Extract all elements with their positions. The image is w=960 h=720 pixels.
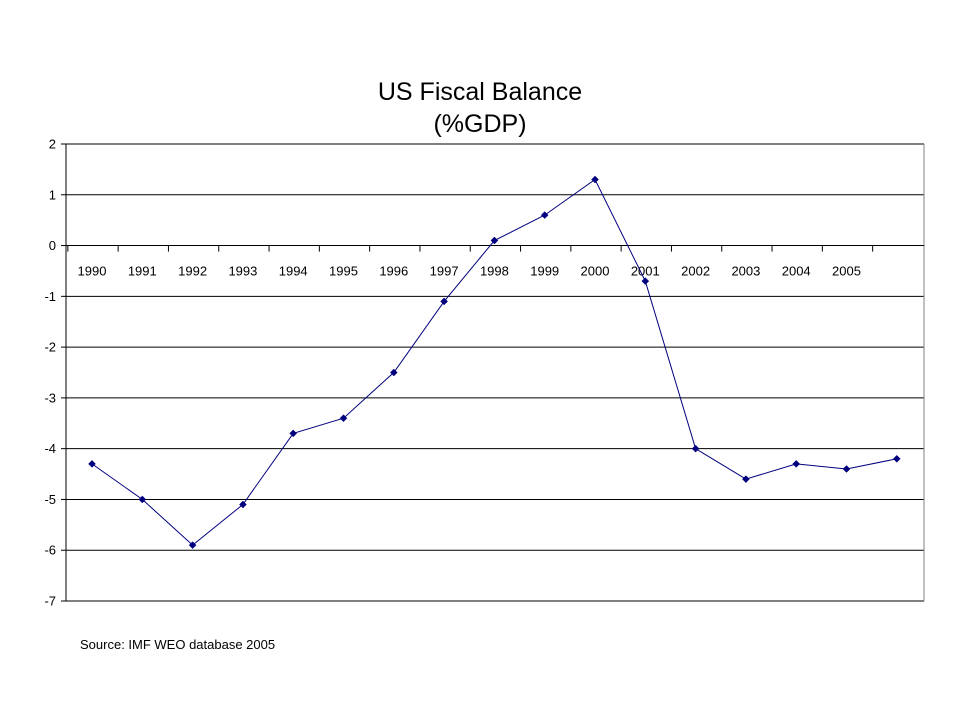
data-point-marker bbox=[591, 175, 599, 184]
data-point-marker bbox=[339, 414, 348, 423]
x-axis-tick-labels: 1990 1991 1992 1993 1994 1995 1996 1997 1998 1999… bbox=[78, 264, 861, 279]
data-point-marker bbox=[188, 541, 197, 549]
y-tick-label: -2 bbox=[44, 340, 56, 355]
x-tick-label: 1994 bbox=[279, 264, 308, 279]
y-tick-label: 1 bbox=[49, 187, 56, 202]
x-tick-label: 2002 bbox=[681, 264, 710, 279]
chart-subtitle: (%GDP) bbox=[433, 110, 527, 138]
data-point-marker bbox=[440, 297, 448, 306]
x-tick-label: 1999 bbox=[530, 264, 559, 279]
y-tick-label: 0 bbox=[49, 238, 56, 253]
x-tick-label: 1993 bbox=[228, 264, 257, 279]
x-tick-label: 1992 bbox=[178, 264, 207, 279]
x-tick-label: 2004 bbox=[782, 264, 811, 279]
data-point-marker bbox=[892, 454, 901, 463]
data-point-marker bbox=[691, 444, 700, 453]
source-note: Source: IMF WEO database 2005 bbox=[80, 637, 276, 652]
data-point-marker bbox=[792, 460, 801, 468]
series-line bbox=[91, 178, 897, 546]
x-tick-label: 1991 bbox=[128, 264, 157, 279]
data-point-marker bbox=[540, 211, 549, 219]
x-tick-label: 2001 bbox=[631, 264, 660, 279]
x-tick-label: 2005 bbox=[832, 264, 861, 279]
y-axis-tick-labels: 2 1 0 -1 -2 -3 -4 -5 -6 -7 bbox=[44, 137, 56, 609]
x-tick-label: 1990 bbox=[78, 264, 107, 279]
y-tick-label: -7 bbox=[44, 594, 56, 609]
x-tick-label: 1995 bbox=[329, 264, 358, 279]
axes bbox=[61, 143, 925, 602]
x-tick-label: 1996 bbox=[379, 264, 408, 279]
y-tick-label: -3 bbox=[44, 390, 56, 405]
x-tick-label: 2003 bbox=[731, 264, 760, 279]
series bbox=[88, 175, 901, 549]
data-point-marker bbox=[742, 475, 750, 483]
data-point-marker bbox=[239, 500, 247, 509]
x-tick-label: 1998 bbox=[480, 264, 509, 279]
gridlines bbox=[66, 143, 924, 602]
data-point-marker bbox=[641, 277, 650, 285]
data-point-marker bbox=[88, 460, 96, 468]
y-tick-label: -5 bbox=[44, 492, 56, 507]
data-point-marker bbox=[289, 429, 298, 438]
y-tick-label: -4 bbox=[44, 441, 56, 456]
data-point-marker bbox=[842, 465, 851, 473]
y-tick-label: -1 bbox=[44, 289, 56, 304]
data-point-marker bbox=[490, 236, 499, 245]
data-point-marker bbox=[138, 495, 147, 504]
x-tick-label: 2000 bbox=[581, 264, 610, 279]
chart-title: US Fiscal Balance bbox=[377, 78, 583, 106]
x-tick-label: 1997 bbox=[430, 264, 459, 279]
y-tick-label: -6 bbox=[44, 543, 56, 558]
y-tick-label: 2 bbox=[49, 137, 56, 152]
data-point-marker bbox=[389, 368, 398, 377]
chart-title-block: US Fiscal Balance (%GDP) bbox=[0, 76, 960, 140]
